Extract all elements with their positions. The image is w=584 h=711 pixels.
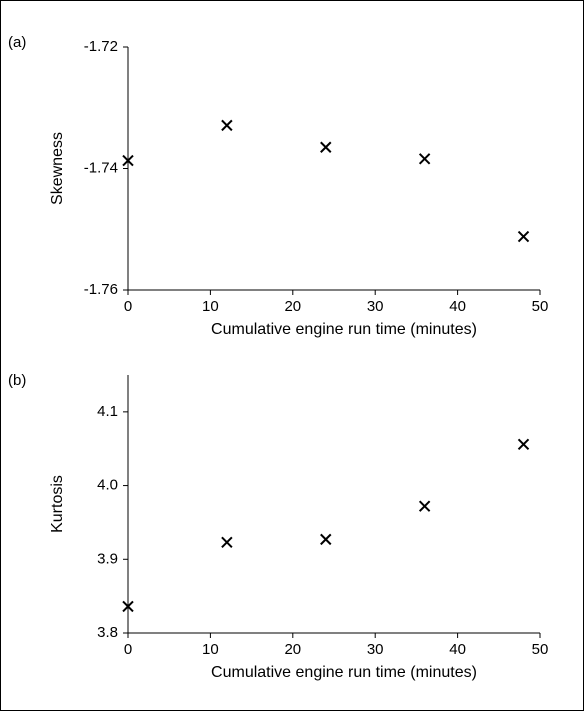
y-tick-label: -1.76 bbox=[84, 281, 118, 298]
y-tick-label: -1.74 bbox=[84, 159, 118, 176]
marker-stroke bbox=[418, 500, 431, 512]
marker bbox=[320, 141, 332, 153]
x-tick-label: 50 bbox=[532, 298, 549, 315]
marker bbox=[221, 536, 233, 549]
marker bbox=[418, 500, 431, 512]
x-tick-label: 20 bbox=[284, 641, 301, 658]
x-tick-label: 0 bbox=[124, 641, 132, 658]
y-axis-label: Kurtosis bbox=[49, 475, 66, 533]
panel-label: (a) bbox=[8, 34, 26, 51]
y-tick-label: 3.9 bbox=[97, 550, 118, 567]
marker-stroke bbox=[221, 536, 233, 549]
x-tick-label: 40 bbox=[449, 298, 466, 315]
y-tick-label: 4.0 bbox=[97, 477, 118, 494]
y-tick-label: -1.72 bbox=[84, 38, 118, 55]
x-tick-label: 10 bbox=[202, 641, 219, 658]
x-tick-label: 10 bbox=[202, 298, 219, 315]
marker bbox=[320, 533, 332, 546]
y-tick-label: 4.1 bbox=[97, 403, 118, 420]
x-tick-label: 20 bbox=[284, 298, 301, 315]
marker bbox=[418, 153, 431, 165]
marker bbox=[122, 154, 134, 167]
marker bbox=[517, 230, 530, 243]
y-axis-label: Skewness bbox=[49, 132, 66, 205]
x-tick-label: 30 bbox=[367, 298, 384, 315]
x-tick-label: 50 bbox=[532, 641, 549, 658]
marker-stroke bbox=[418, 153, 431, 165]
marker-stroke bbox=[122, 154, 134, 167]
marker bbox=[517, 438, 530, 450]
marker-stroke bbox=[517, 438, 530, 450]
x-axis-label: Cumulative engine run time (minutes) bbox=[211, 321, 477, 338]
marker-stroke bbox=[517, 230, 530, 243]
x-tick-label: 40 bbox=[449, 641, 466, 658]
marker bbox=[122, 600, 134, 613]
marker-stroke bbox=[320, 141, 332, 153]
panel-label: (b) bbox=[8, 372, 26, 389]
x-axis-label: Cumulative engine run time (minutes) bbox=[211, 664, 477, 681]
marker bbox=[221, 119, 233, 132]
y-tick-label: 3.8 bbox=[97, 624, 118, 641]
x-tick-label: 30 bbox=[367, 641, 384, 658]
marker-stroke bbox=[221, 119, 233, 132]
marker-stroke bbox=[122, 600, 134, 613]
x-tick-label: 0 bbox=[124, 298, 132, 315]
marker-stroke bbox=[320, 533, 332, 546]
